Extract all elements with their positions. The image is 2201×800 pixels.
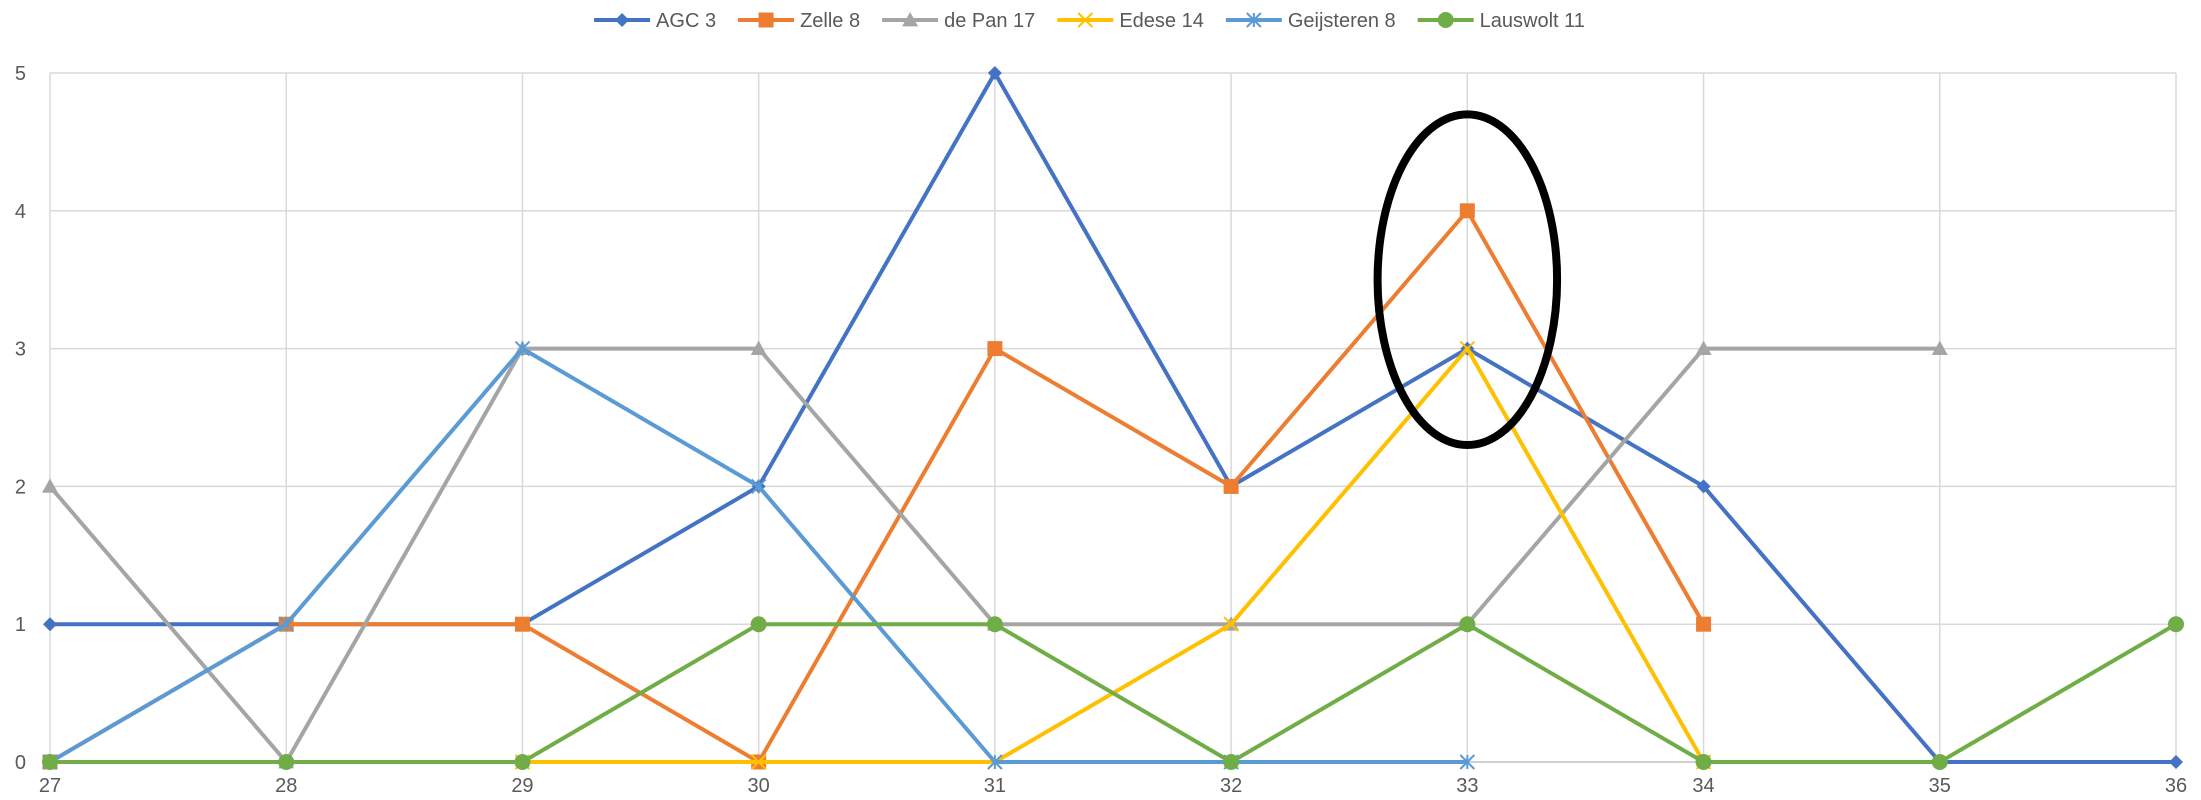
legend-marker: [758, 12, 774, 28]
legend-item-geijsteren-8: Geijsteren 8: [1225, 10, 1396, 32]
legend-marker: [902, 12, 919, 27]
data-point: [750, 616, 767, 633]
data-point: [2169, 755, 2183, 769]
data-point: [750, 754, 767, 770]
data-point: [514, 340, 531, 357]
data-point: [750, 478, 767, 495]
x-tick-label: 35: [1929, 775, 1951, 797]
data-point: [1931, 340, 1948, 355]
data-point: [1695, 340, 1712, 355]
legend-item-zelle-8: Zelle 8: [738, 10, 860, 32]
legend-marker: [1246, 12, 1262, 28]
legend-marker: [615, 13, 630, 27]
legend-label: AGC 3: [656, 10, 716, 32]
x-tick-label: 30: [748, 775, 770, 797]
x-tick-label: 31: [984, 775, 1006, 797]
legend-item-lauswolt-11: Lauswolt 11: [1417, 10, 1585, 32]
data-point: [987, 341, 1003, 357]
data-point: [1223, 616, 1239, 632]
data-point: [1459, 203, 1475, 219]
data-point: [1459, 754, 1476, 770]
x-tick-label: 27: [39, 775, 61, 797]
data-point: [986, 616, 1003, 633]
series-lines: [42, 66, 2184, 770]
legend-label: Edese 14: [1119, 10, 1204, 32]
data-point: [1459, 616, 1476, 633]
data-point: [987, 754, 1003, 770]
x-tick-label: 33: [1456, 775, 1478, 797]
legend-item-edese-14: Edese 14: [1057, 10, 1204, 32]
legend-label: Lauswolt 11: [1480, 10, 1585, 32]
x-tick-label: 32: [1220, 775, 1242, 797]
legend-item-agc-3: AGC 3: [594, 10, 716, 32]
data-point: [278, 754, 295, 770]
data-point: [1696, 616, 1712, 632]
data-point: [1223, 754, 1240, 770]
data-point: [2168, 616, 2184, 633]
y-tick-label: 1: [15, 614, 26, 636]
x-tick-label: 28: [275, 775, 297, 797]
series-edese-14: [514, 340, 1712, 770]
data-point: [42, 754, 58, 770]
legend-label: de Pan 17: [944, 10, 1035, 32]
legend-label: Zelle 8: [800, 10, 860, 32]
series-line-zelle-8: [48, 208, 1706, 764]
data-point: [1695, 754, 1712, 770]
data-point: [1931, 754, 1948, 770]
y-tick-label: 0: [15, 752, 26, 774]
legend-label: Geijsteren 8: [1288, 10, 1396, 32]
legend-item-de-pan-17: de Pan 17: [882, 10, 1035, 32]
data-point: [42, 478, 58, 493]
x-tick-label: 34: [1692, 775, 1714, 797]
series-lauswolt-11: [42, 616, 2184, 770]
y-tick-label: 4: [15, 201, 26, 223]
data-point: [987, 66, 1002, 80]
data-point: [1696, 479, 1711, 494]
annotations: [1373, 110, 1562, 450]
x-tick-label: 36: [2165, 775, 2187, 797]
data-point: [1223, 478, 1239, 494]
y-tick-label: 3: [15, 339, 26, 361]
y-tick-label: 5: [15, 63, 26, 85]
legend: AGC 3 Zelle 8 de Pan 17 Edese 14 Geijsteren …: [594, 10, 1585, 32]
data-point: [514, 616, 530, 632]
legend-marker: [1437, 12, 1454, 28]
y-tick-label: 2: [15, 476, 26, 498]
data-point: [278, 616, 294, 632]
data-point: [43, 617, 57, 632]
data-point: [1459, 340, 1476, 357]
x-tick-label: 29: [511, 775, 533, 797]
highlight-ellipse: [1373, 110, 1562, 450]
data-point: [750, 340, 767, 355]
data-point: [514, 754, 531, 770]
legend-marker: [1077, 12, 1094, 28]
series-line-lauswolt-11: [50, 622, 2178, 764]
